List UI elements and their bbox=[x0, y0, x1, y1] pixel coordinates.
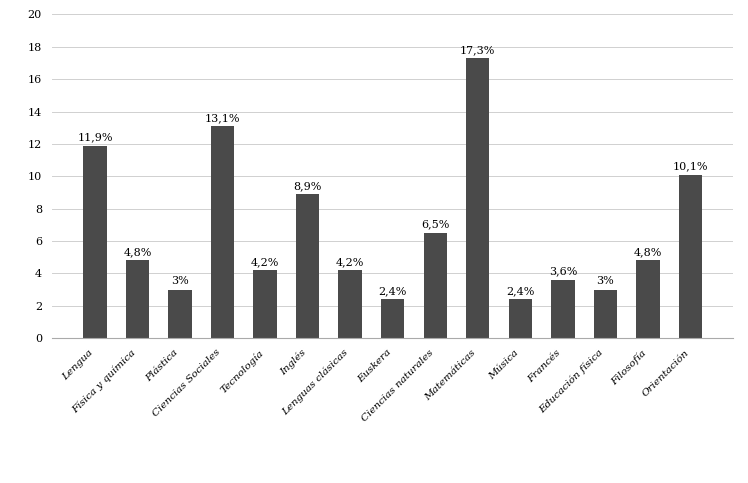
Bar bbox=[381, 299, 405, 338]
Text: 13,1%: 13,1% bbox=[205, 113, 240, 123]
Text: 3%: 3% bbox=[596, 276, 614, 286]
Bar bbox=[126, 260, 149, 338]
Text: 4,8%: 4,8% bbox=[123, 247, 152, 257]
Bar bbox=[509, 299, 532, 338]
Bar bbox=[637, 260, 660, 338]
Text: 2,4%: 2,4% bbox=[378, 286, 407, 296]
Bar bbox=[594, 289, 617, 338]
Bar bbox=[211, 126, 234, 338]
Bar bbox=[423, 233, 447, 338]
Text: 6,5%: 6,5% bbox=[421, 220, 450, 230]
Bar bbox=[551, 280, 574, 338]
Text: 8,9%: 8,9% bbox=[293, 181, 322, 191]
Text: 11,9%: 11,9% bbox=[77, 132, 113, 142]
Text: 3,6%: 3,6% bbox=[548, 267, 577, 277]
Text: 4,2%: 4,2% bbox=[336, 257, 364, 267]
Text: 17,3%: 17,3% bbox=[460, 45, 495, 55]
Text: 10,1%: 10,1% bbox=[672, 161, 708, 171]
Text: 2,4%: 2,4% bbox=[506, 286, 535, 296]
Bar bbox=[83, 145, 107, 338]
Bar bbox=[168, 289, 191, 338]
Bar bbox=[339, 270, 362, 338]
Text: 4,8%: 4,8% bbox=[634, 247, 662, 257]
Text: 3%: 3% bbox=[171, 276, 189, 286]
Bar bbox=[254, 270, 277, 338]
Bar bbox=[678, 175, 702, 338]
Bar bbox=[296, 194, 319, 338]
Bar bbox=[466, 58, 489, 338]
Text: 4,2%: 4,2% bbox=[251, 257, 279, 267]
